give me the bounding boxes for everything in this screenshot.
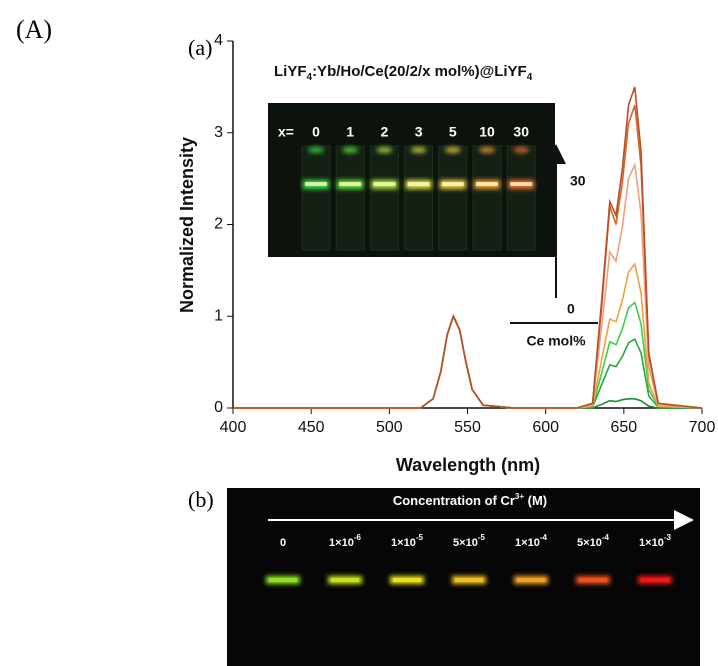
panel-b: 0 1×10-6 1×10-5 5×10-5 1×10-4 5×10-4 1×10-3 (266, 533, 672, 584)
concentration-mantissa: 1×10 (391, 537, 416, 549)
concentration-exponent: -3 (664, 533, 672, 542)
y-tick-label: 2 (214, 216, 223, 233)
concentration-label: 1×10-5 (391, 533, 423, 549)
series-line (233, 314, 703, 409)
inset: x= 0 1 2 3 5 10 30 (278, 124, 536, 251)
inset-label: 1 (346, 124, 354, 140)
x-tick-label: 400 (220, 419, 247, 436)
meniscus (444, 147, 461, 153)
y-tick-label: 1 (214, 307, 223, 324)
concentration-mantissa: 5×10 (453, 537, 478, 549)
glow-core (373, 182, 396, 186)
cuvette (472, 145, 502, 251)
y-tick-label: 4 (214, 32, 223, 49)
concentration-label: 1×10-3 (639, 533, 671, 549)
arrow-label: Ce mol% (526, 333, 586, 349)
concentration-label: 1×10-4 (515, 533, 547, 549)
concentration-mantissa: 1×10 (639, 537, 664, 549)
x-tick-label: 500 (376, 419, 403, 436)
arrow-top-label: 30 (570, 173, 586, 189)
meniscus (513, 147, 530, 153)
cuvette (404, 145, 434, 251)
y-tick-label: 3 (214, 124, 223, 141)
concentration-mantissa: 0 (280, 537, 286, 549)
meniscus (376, 147, 393, 153)
glow-core (510, 182, 533, 186)
concentration-mantissa: 5×10 (577, 537, 602, 549)
panel-label: (A) (16, 15, 52, 44)
inset-label: 0 (312, 124, 320, 140)
series-line (233, 314, 702, 409)
inset-prefix: x= (278, 124, 294, 140)
arrow-bottom-label: 0 (567, 301, 575, 317)
concentration-label: 5×10-5 (453, 533, 485, 549)
concentration-mantissa: 1×10 (329, 537, 354, 549)
subpanel-label: (a) (188, 35, 212, 60)
glow-core (517, 578, 545, 582)
chart-title: LiYF4:Yb/Ho/Ce(20/2/x mol%)@LiYF4 (274, 63, 533, 83)
y-axis-label: Normalized Intensity (177, 137, 197, 313)
concentration-label: 0 (280, 537, 286, 549)
glow-core (305, 182, 327, 186)
glow-core (441, 182, 464, 186)
inset-label: 3 (415, 124, 423, 140)
x-tick-label: 700 (689, 419, 716, 436)
concentration-exponent: -5 (478, 533, 486, 542)
cuvette (506, 145, 536, 251)
concentration-label: 5×10-4 (577, 533, 609, 549)
glow-core (407, 182, 430, 186)
concentration-label: 1×10-6 (329, 533, 361, 549)
x-axis-label: Wavelength (nm) (396, 455, 540, 475)
cuvette (301, 145, 331, 251)
concentration-exponent: -5 (416, 533, 424, 542)
x-tick-label: 450 (298, 419, 325, 436)
concentration-mantissa: 1×10 (515, 537, 540, 549)
subpanel-label: (b) (188, 487, 214, 512)
glow-core (269, 578, 297, 582)
series-line (233, 262, 703, 409)
meniscus (308, 147, 324, 153)
x-tick-label: 550 (454, 419, 481, 436)
glow-core (455, 578, 483, 582)
series-line (233, 301, 703, 409)
glow-core (579, 578, 607, 582)
x-tick-label: 600 (532, 419, 559, 436)
meniscus (410, 147, 427, 153)
inset-label: 10 (479, 124, 495, 140)
meniscus (479, 147, 495, 153)
glow-core (339, 182, 362, 186)
glow-core (331, 578, 359, 582)
glow-core (393, 578, 421, 582)
inset-label: 5 (449, 124, 457, 140)
series-line (233, 86, 703, 409)
x-tick-label: 650 (610, 419, 637, 436)
panel-b-title: Concentration of Cr3+ (M) (393, 492, 547, 508)
meniscus (342, 147, 359, 153)
inset-label: 2 (381, 124, 389, 140)
y-tick-label: 0 (214, 399, 223, 416)
cuvette (438, 145, 468, 251)
cuvette (335, 145, 365, 251)
glow-core (476, 182, 498, 186)
concentration-exponent: -6 (354, 533, 362, 542)
concentration-exponent: -4 (602, 533, 610, 542)
cuvette (369, 145, 399, 251)
concentration-exponent: -4 (540, 533, 548, 542)
glow-core (641, 578, 669, 582)
inset-label: 30 (513, 124, 529, 140)
